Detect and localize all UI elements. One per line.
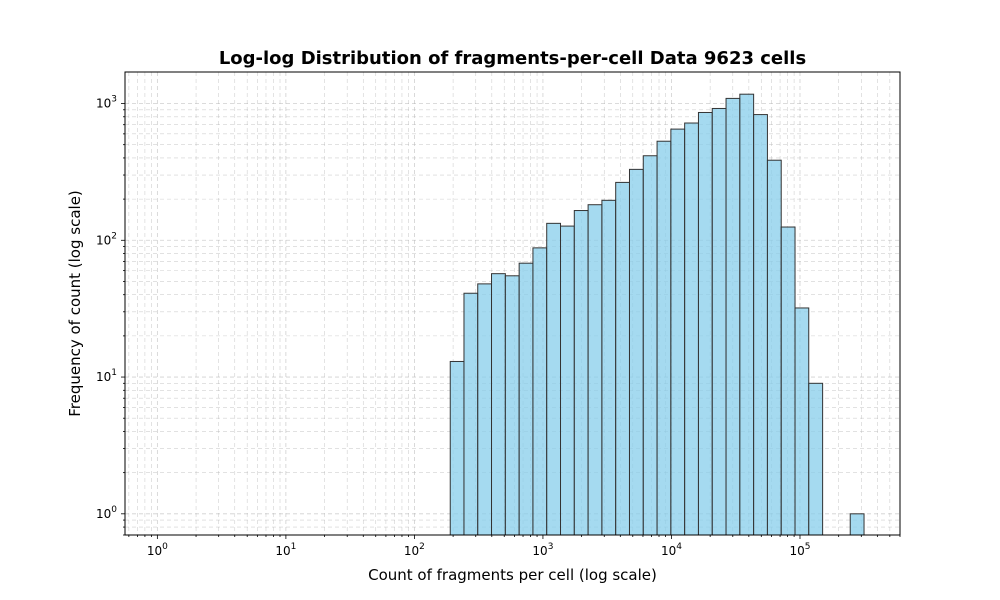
- axis-ticks: 100 101 102 103 104 105 100 101 102 103: [96, 95, 901, 558]
- y-tick-label: 103: [96, 95, 117, 111]
- histogram-bar: [491, 273, 506, 536]
- histogram-bar: [753, 114, 768, 536]
- chart-title: Log-log Distribution of fragments-per-ce…: [219, 48, 806, 69]
- histogram-bar: [849, 513, 865, 536]
- histogram-bar: [670, 128, 686, 536]
- histogram-bar: [711, 107, 727, 536]
- histogram-bar: [463, 292, 479, 536]
- histogram-bar: [504, 275, 520, 536]
- histogram-bar: [587, 204, 603, 536]
- histogram-bar: [642, 155, 658, 536]
- x-tick-label: 100: [147, 542, 168, 558]
- histogram-bar: [684, 122, 699, 536]
- histogram-bar: [546, 222, 562, 536]
- histogram-bar: [628, 168, 644, 536]
- histogram-bar: [615, 181, 630, 536]
- histogram-bar: [808, 382, 824, 536]
- histogram-bar: [697, 111, 713, 536]
- histogram-bar: [560, 225, 575, 536]
- histogram-bar: [518, 262, 534, 536]
- y-tick-label: 101: [96, 368, 117, 384]
- histogram-bar: [725, 97, 741, 536]
- x-tick-label: 103: [532, 542, 553, 558]
- histogram-bar: [739, 93, 755, 536]
- x-tick-label: 101: [275, 542, 296, 558]
- histogram-bar: [449, 360, 465, 536]
- histogram-bar: [780, 226, 796, 536]
- plot-frame: [124, 71, 901, 536]
- histogram-bar: [532, 247, 548, 536]
- histogram-bar: [601, 199, 617, 536]
- histogram-bar: [794, 307, 810, 536]
- y-tick-label: 100: [96, 505, 117, 521]
- x-tick-label: 102: [404, 542, 425, 558]
- histogram-bars: [449, 93, 865, 536]
- x-axis-label: Count of fragments per cell (log scale): [368, 566, 657, 584]
- y-tick-label: 102: [96, 231, 117, 247]
- x-tick-label: 105: [789, 542, 810, 558]
- histogram-bar: [766, 159, 782, 536]
- histogram-bar: [477, 283, 493, 536]
- y-axis-label: Frequency of count (log scale): [66, 190, 84, 417]
- histogram-bar: [656, 140, 672, 536]
- x-tick-label: 104: [661, 542, 682, 558]
- histogram-bar: [573, 210, 589, 536]
